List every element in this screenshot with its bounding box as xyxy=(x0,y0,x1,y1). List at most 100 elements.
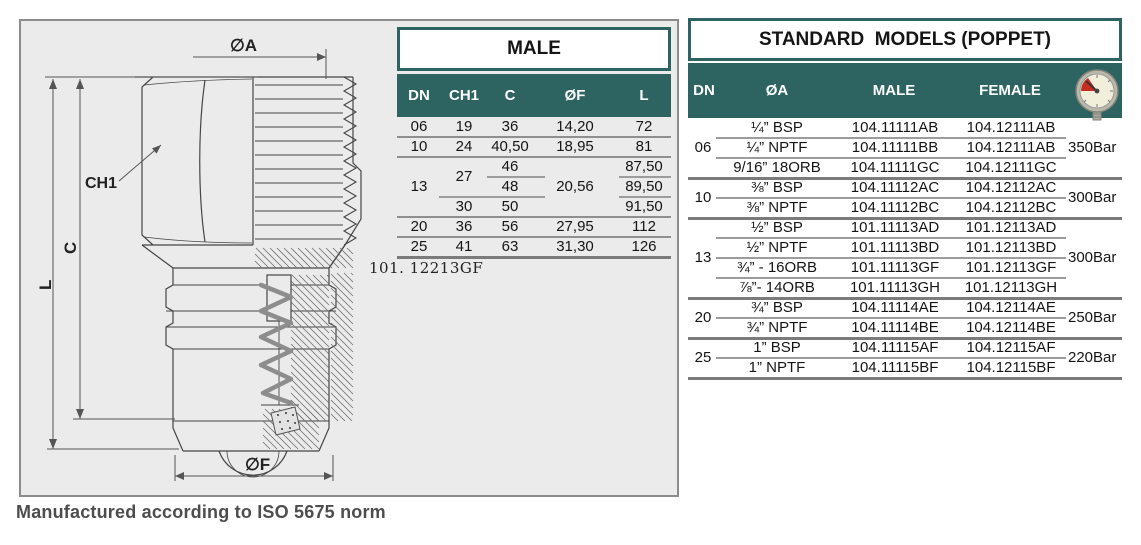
std-cell-oa: ¾” - 16ORB xyxy=(736,259,818,276)
std-cell-dn-group: 20 xyxy=(694,309,712,326)
drawing-line xyxy=(330,392,354,416)
std-cell-female: 104.12111AB xyxy=(966,119,1056,136)
drawing-line xyxy=(297,247,319,269)
drawing-line xyxy=(330,406,346,422)
male-cell-of: 20,56 xyxy=(556,178,594,195)
drawing-line xyxy=(290,364,330,404)
male-col-header-of: ØF xyxy=(564,87,586,104)
drawing-line xyxy=(262,441,271,450)
male-cell-l: 72 xyxy=(635,118,653,135)
male-cell-l: 126 xyxy=(631,238,657,255)
std-cell-male: 101.11113AD xyxy=(850,219,940,236)
row-separator-line xyxy=(397,136,671,138)
std-cell-dn-group: 06 xyxy=(694,139,712,156)
male-table-header: DN CH1 C ØF L xyxy=(397,74,671,117)
drawing-line xyxy=(290,343,330,383)
drawing-line xyxy=(326,274,330,278)
male-cell-c: 63 xyxy=(501,238,519,255)
drawing-line xyxy=(255,247,277,269)
drawing-line xyxy=(319,274,330,285)
drawing-line xyxy=(290,294,330,334)
male-cell-dn-group13: 13 xyxy=(410,178,428,195)
drawing-line xyxy=(283,247,305,269)
drawing-line xyxy=(290,301,330,341)
part-code-text: 101. 12213GF xyxy=(369,259,484,277)
drawing-line xyxy=(350,272,354,276)
drawing-line xyxy=(262,427,285,450)
drawing-line xyxy=(330,413,339,422)
drawing-line xyxy=(330,357,354,381)
std-cell-dn-group: 10 xyxy=(694,189,712,206)
group-separator-line xyxy=(688,217,1122,220)
drawing-line xyxy=(254,253,270,269)
std-cell-male: 104.11114AE xyxy=(851,299,939,316)
std-cell-female: 104.12115AF xyxy=(966,339,1056,356)
male-cell-dn: 10 xyxy=(410,138,428,155)
drawing-line xyxy=(330,322,354,346)
drawing-line xyxy=(299,408,320,429)
male-table-title: MALE xyxy=(397,27,671,71)
std-cell-oa: ⅜” BSP xyxy=(751,179,803,196)
std-cell-oa: 1” BSP xyxy=(753,339,801,356)
std-cell-oa: ⅜” NPTF xyxy=(746,199,808,216)
row-separator-line xyxy=(716,137,1066,139)
drawing-line xyxy=(318,247,340,269)
sub-separator-line xyxy=(439,196,545,198)
drawing-line xyxy=(290,350,330,390)
row-separator-line xyxy=(716,157,1066,159)
drawing-line xyxy=(330,364,354,388)
male-cell-of: 18,95 xyxy=(556,138,594,155)
male-cell-of: 27,95 xyxy=(556,218,594,235)
male-cell-ch1: 36 xyxy=(455,218,473,235)
std-col-header-female: FEMALE xyxy=(979,82,1041,99)
drawing-line xyxy=(292,408,320,436)
drawing-line xyxy=(276,247,298,269)
male-col-header-c: C xyxy=(504,87,516,104)
drawing-line xyxy=(325,247,347,269)
row-separator-line xyxy=(716,317,1066,319)
drawing-line xyxy=(290,371,330,411)
sub-separator-line xyxy=(619,176,671,178)
drawing-line xyxy=(290,329,330,369)
male-cell-ch1: 27 xyxy=(455,168,473,185)
pressure-rating: 300Bar xyxy=(1068,249,1117,266)
drawing-line xyxy=(304,247,326,269)
std-cell-oa: ¼” NPTF xyxy=(746,139,808,156)
drawing-line xyxy=(290,378,330,418)
drawing-line xyxy=(330,315,354,339)
standard-models-table: STANDARD MODELS (POPPET) DN ØA MALE FEMA… xyxy=(688,18,1122,381)
male-cell-l: 112 xyxy=(632,218,656,235)
drawing-line xyxy=(290,322,330,362)
drawing-line xyxy=(298,274,330,306)
row-separator-line xyxy=(397,216,671,218)
drawing-line xyxy=(313,408,320,415)
drawing-line xyxy=(330,378,354,402)
standard-models-title: STANDARD MODELS (POPPET) xyxy=(688,18,1122,61)
std-cell-male: 101.11113BD xyxy=(850,239,940,256)
drawing-line xyxy=(330,308,354,332)
std-cell-female: 104.12114BE xyxy=(966,319,1056,336)
std-col-header-dn: DN xyxy=(693,82,715,99)
iso-norm-caption: Manufactured according to ISO 5675 norm xyxy=(16,502,386,522)
male-col-header-ch1: CH1 xyxy=(448,87,479,104)
std-cell-oa: ½” NPTF xyxy=(746,239,808,256)
drawing-line xyxy=(330,371,354,395)
drawing-line xyxy=(311,247,333,269)
dimension-arrows xyxy=(49,53,333,480)
drawing-line xyxy=(290,308,330,348)
drawing-line xyxy=(269,247,291,269)
male-cell-ch1: 24 xyxy=(455,138,473,155)
std-cell-dn-group: 13 xyxy=(694,249,712,266)
drawing-line xyxy=(262,247,284,269)
male-cell-c: 46 xyxy=(501,158,519,175)
seal xyxy=(270,406,301,436)
drawing-line xyxy=(305,274,330,299)
pressure-gauge-icon xyxy=(1075,69,1119,121)
drawing-line xyxy=(290,336,330,376)
std-cell-male: 104.11115BF xyxy=(851,359,939,376)
drawing-line xyxy=(290,280,330,320)
drawing-line xyxy=(290,357,330,397)
dim-label-diameter-f: ∅F xyxy=(245,455,270,474)
drawing-line xyxy=(346,247,354,255)
drawing-line xyxy=(290,315,330,355)
